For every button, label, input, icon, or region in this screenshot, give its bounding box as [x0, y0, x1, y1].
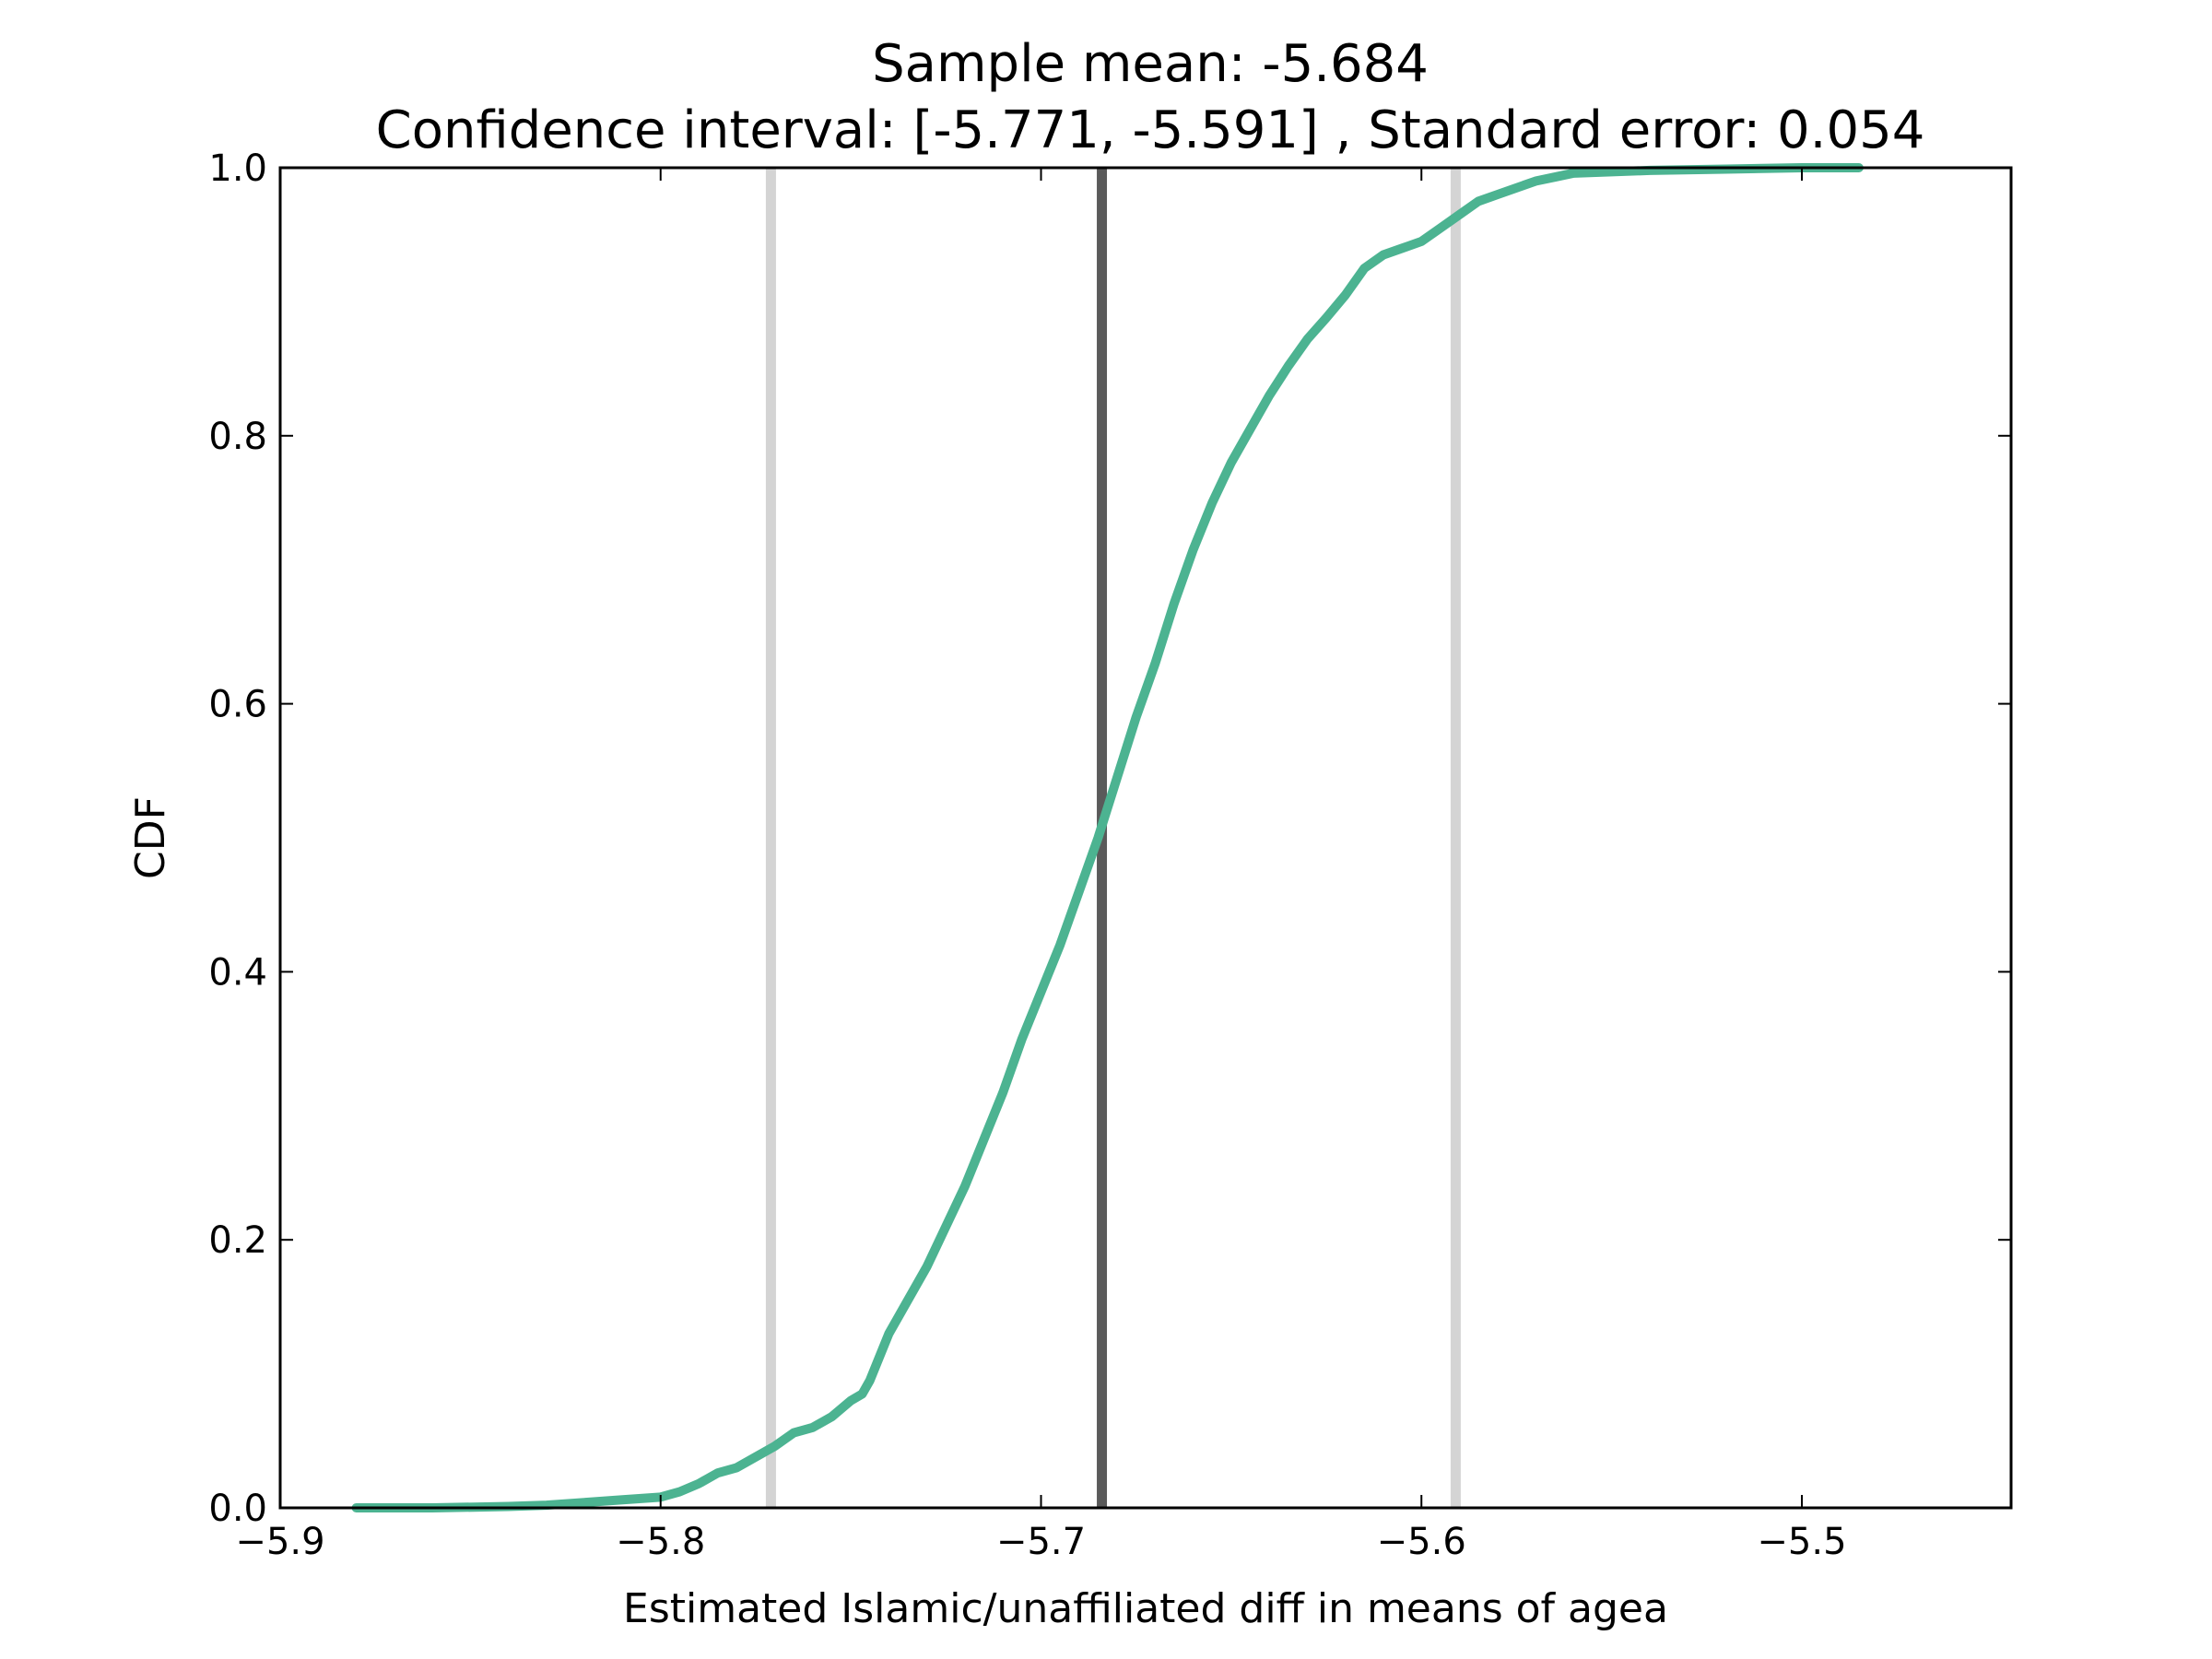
- y-tick-label: 0.6: [208, 684, 267, 726]
- x-tick-label: −5.7: [996, 1521, 1086, 1563]
- y-tick-label: 0.2: [208, 1219, 267, 1262]
- chart-title-line1: Sample mean: -5.684: [872, 34, 1429, 94]
- y-tick-label: 0.0: [208, 1488, 267, 1530]
- chart-title-line2: Confidence interval: [-5.771, -5.591] , …: [376, 100, 1925, 160]
- y-tick-label: 0.8: [208, 416, 267, 458]
- plot-area: [351, 163, 1864, 1512]
- y-tick-label: 0.4: [208, 951, 267, 994]
- x-axis-label: Estimated Islamic/unaffiliated diff in m…: [623, 1585, 1668, 1632]
- x-tick-label: −5.6: [1377, 1521, 1466, 1563]
- y-axis-label: CDF: [127, 796, 174, 879]
- x-tick-label: −5.8: [616, 1521, 705, 1563]
- y-tick-label: 1.0: [208, 147, 267, 190]
- cdf-line-0: [351, 163, 1864, 1512]
- plot-frame: [278, 166, 2013, 1510]
- x-tick-label: −5.9: [235, 1521, 324, 1563]
- x-tick-label: −5.5: [1757, 1521, 1846, 1563]
- axis-ticks: −5.9 −5.8 −5.7 −5.6 −5.5 0.0 0.2 0.4 0.6 0.8 1.0: [208, 147, 2011, 1563]
